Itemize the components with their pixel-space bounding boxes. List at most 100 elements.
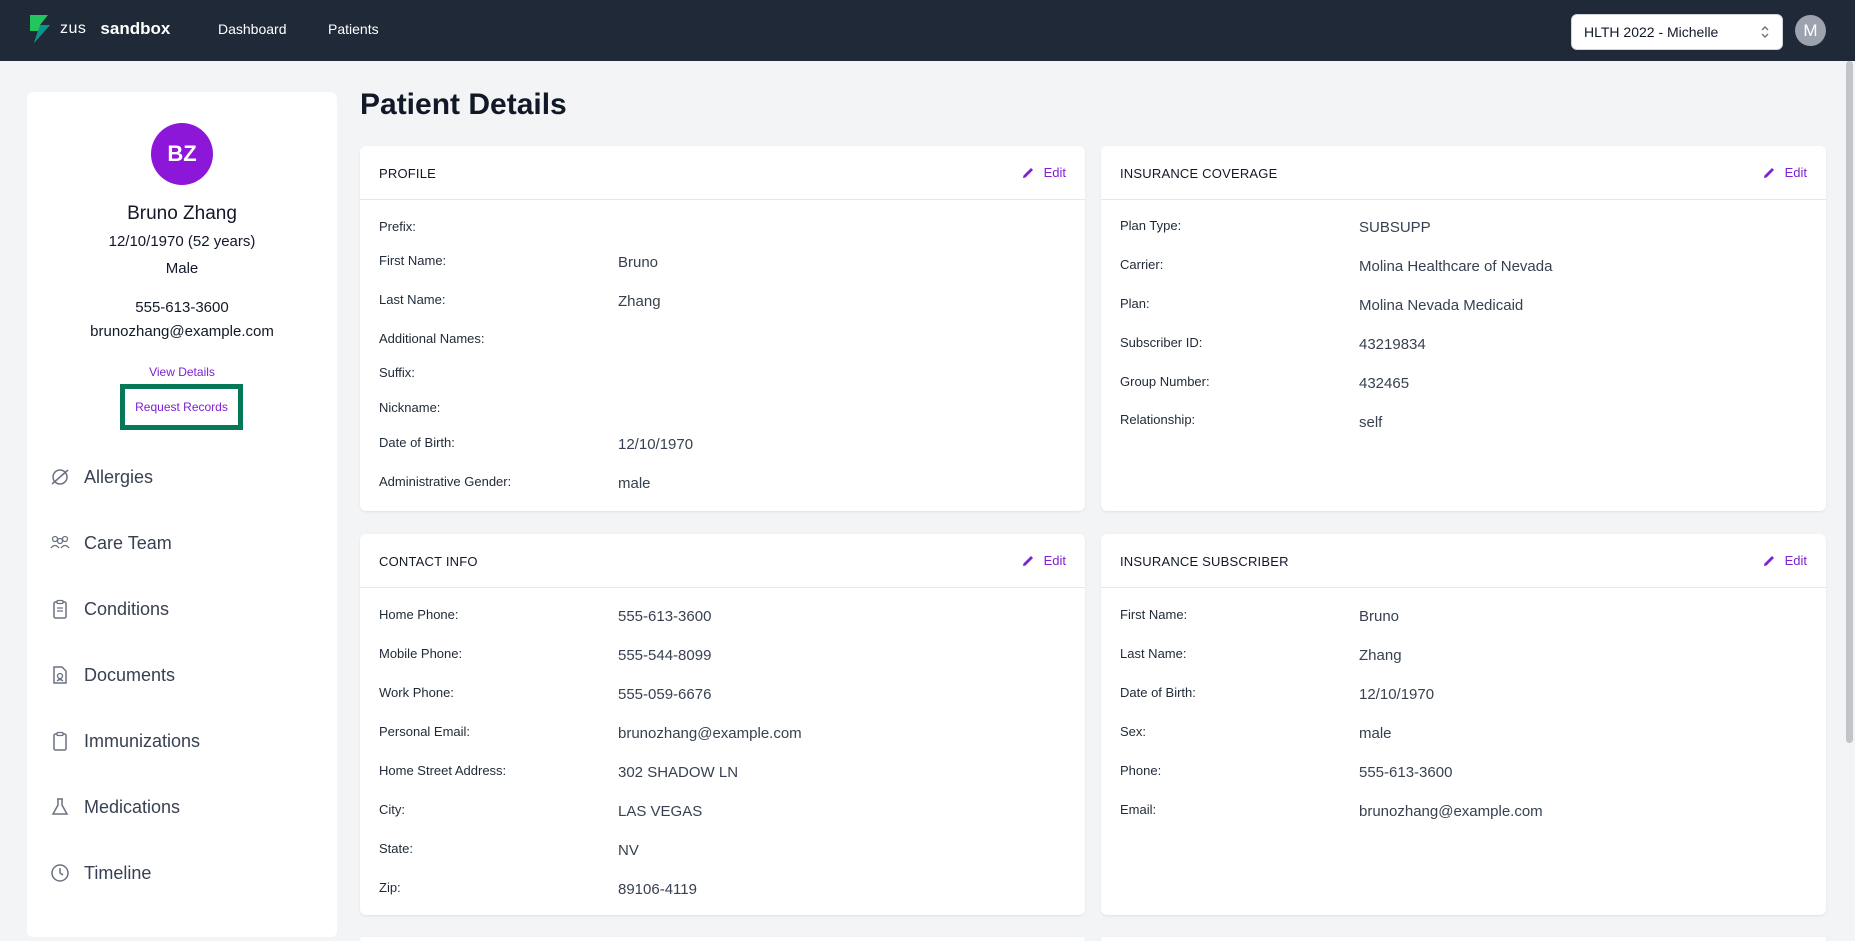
- field-label: Plan:: [1120, 296, 1150, 311]
- top-nav-bar: zus sandbox Dashboard Patients HLTH 2022…: [0, 0, 1855, 61]
- patient-sex: Male: [165, 260, 199, 277]
- field-label: Carrier:: [1120, 257, 1164, 272]
- field-value: male: [1359, 725, 1392, 742]
- field-label: Nickname:: [379, 400, 441, 415]
- field-label: First Name:: [379, 253, 447, 268]
- edit-label: Edit: [1043, 165, 1066, 180]
- field-value: 555-544-8099: [618, 647, 712, 664]
- nav-link-dashboard[interactable]: Dashboard: [218, 21, 287, 37]
- organization-select-value: HLTH 2022 - Michelle: [1584, 24, 1719, 40]
- field-label: Prefix:: [379, 219, 416, 234]
- sidebar-item-label: Care Team: [84, 532, 172, 553]
- field-value: 432465: [1359, 375, 1410, 392]
- clipboard-icon: [53, 599, 67, 619]
- edit-insurance-coverage-button[interactable]: Edit: [1763, 165, 1807, 180]
- sidebar-item-documents[interactable]: Documents: [49, 660, 175, 690]
- field-value: NV: [618, 842, 639, 859]
- patient-avatar: BZ: [151, 123, 213, 185]
- patient-email: brunozhang@example.com: [90, 323, 274, 340]
- field-label: Date of Birth:: [379, 435, 455, 450]
- field-label: Last Name:: [379, 292, 446, 307]
- edit-insurance-subscriber-button[interactable]: Edit: [1763, 553, 1807, 568]
- field-value: 89106-4119: [618, 881, 697, 898]
- edit-label: Edit: [1784, 165, 1807, 180]
- field-label: First Name:: [1120, 607, 1188, 622]
- field-label: Mobile Phone:: [379, 646, 463, 661]
- sidebar-item-label: Immunizations: [84, 730, 201, 751]
- field-label: Personal Email:: [379, 724, 471, 739]
- field-label: Home Street Address:: [379, 763, 507, 778]
- field-value: self: [1359, 414, 1383, 431]
- next-card-peek: [360, 937, 1085, 941]
- request-records-link[interactable]: Request Records: [120, 384, 243, 430]
- contact-info-card-title: CONTACT INFO: [379, 554, 478, 569]
- sidebar-item-label: Documents: [84, 664, 176, 685]
- logo[interactable]: zus sandbox: [26, 13, 170, 45]
- field-label: Subscriber ID:: [1120, 335, 1203, 350]
- insurance-coverage-card-header: INSURANCE COVERAGE Edit: [1101, 146, 1826, 200]
- page-title: Patient Details: [360, 88, 567, 121]
- insurance-subscriber-card-title: INSURANCE SUBSCRIBER: [1120, 554, 1289, 569]
- profile-card: PROFILE Edit Prefix: First Name: Bruno L…: [360, 146, 1085, 511]
- sidebar-item-medications[interactable]: Medications: [49, 792, 180, 822]
- field-value: 12/10/1970: [1359, 686, 1435, 703]
- patient-name: Bruno Zhang: [127, 203, 237, 224]
- insurance-subscriber-card-header: INSURANCE SUBSCRIBER Edit: [1101, 534, 1826, 588]
- patient-dob: 12/10/1970 (52 years): [108, 233, 256, 250]
- clipboard-icon: [53, 731, 67, 751]
- field-value: Molina Nevada Medicaid: [1359, 297, 1524, 314]
- field-label: Group Number:: [1120, 374, 1210, 389]
- chevron-up-down-icon: [1761, 26, 1769, 38]
- patient-phone: 555-613-3600: [135, 299, 229, 316]
- sidebar-item-timeline[interactable]: Timeline: [49, 858, 151, 888]
- field-value: LAS VEGAS: [618, 803, 703, 820]
- field-label: Suffix:: [379, 365, 415, 380]
- pencil-icon: [1763, 556, 1774, 566]
- sidebar-item-label: Medications: [84, 796, 181, 817]
- insurance-coverage-card: INSURANCE COVERAGE Edit Plan Type: SUBSU…: [1101, 146, 1826, 511]
- sidebar-item-immunizations[interactable]: Immunizations: [49, 726, 200, 756]
- sidebar-item-conditions[interactable]: Conditions: [49, 594, 169, 624]
- field-label: State:: [379, 841, 413, 856]
- insurance-coverage-card-title: INSURANCE COVERAGE: [1120, 166, 1278, 181]
- field-value: Zhang: [1359, 647, 1402, 664]
- nav-link-patients[interactable]: Patients: [328, 21, 379, 37]
- contact-info-card-header: CONTACT INFO Edit: [360, 534, 1085, 588]
- field-value: 555-613-3600: [618, 608, 712, 625]
- edit-label: Edit: [1784, 553, 1807, 568]
- field-label: City:: [379, 802, 405, 817]
- sidebar-item-label: Conditions: [84, 598, 170, 619]
- field-label: Relationship:: [1120, 412, 1196, 427]
- sidebar-item-care-team[interactable]: Care Team: [49, 528, 172, 558]
- field-value: Bruno: [618, 254, 659, 271]
- field-label: Work Phone:: [379, 685, 454, 700]
- field-value: 12/10/1970: [618, 436, 694, 453]
- field-value: SUBSUPP: [1359, 219, 1431, 236]
- next-card-peek: [1101, 937, 1826, 941]
- pencil-icon: [1022, 168, 1033, 178]
- edit-contact-info-button[interactable]: Edit: [1022, 553, 1066, 568]
- field-label: Date of Birth:: [1120, 685, 1196, 700]
- pencil-icon: [1763, 168, 1774, 178]
- edit-profile-button[interactable]: Edit: [1022, 165, 1066, 180]
- flask-icon: [51, 798, 69, 815]
- sidebar-item-label: Allergies: [84, 466, 154, 487]
- profile-card-title: PROFILE: [379, 166, 437, 181]
- scrollbar-thumb[interactable]: [1846, 61, 1853, 743]
- zus-logo-icon: [30, 15, 50, 43]
- view-details-link[interactable]: View Details: [149, 365, 215, 379]
- field-value: 555-613-3600: [1359, 764, 1453, 781]
- contact-info-card: CONTACT INFO Edit Home Phone: 555-613-36…: [360, 534, 1085, 915]
- allergies-icon: [51, 469, 69, 485]
- field-label: Phone:: [1120, 763, 1162, 778]
- field-label: Last Name:: [1120, 646, 1187, 661]
- sidebar-item-allergies[interactable]: Allergies: [49, 462, 153, 492]
- organization-select[interactable]: HLTH 2022 - Michelle: [1571, 14, 1783, 50]
- field-label: Sex:: [1120, 724, 1147, 739]
- user-avatar[interactable]: M: [1795, 15, 1826, 46]
- logo-sandbox-text: sandbox: [100, 19, 171, 38]
- logo-zus-text: zus: [60, 20, 87, 37]
- care-team-icon: [50, 535, 70, 549]
- patient-sidebar: BZ Bruno Zhang 12/10/1970 (52 years) Mal…: [27, 92, 337, 937]
- field-value: Bruno: [1359, 608, 1400, 625]
